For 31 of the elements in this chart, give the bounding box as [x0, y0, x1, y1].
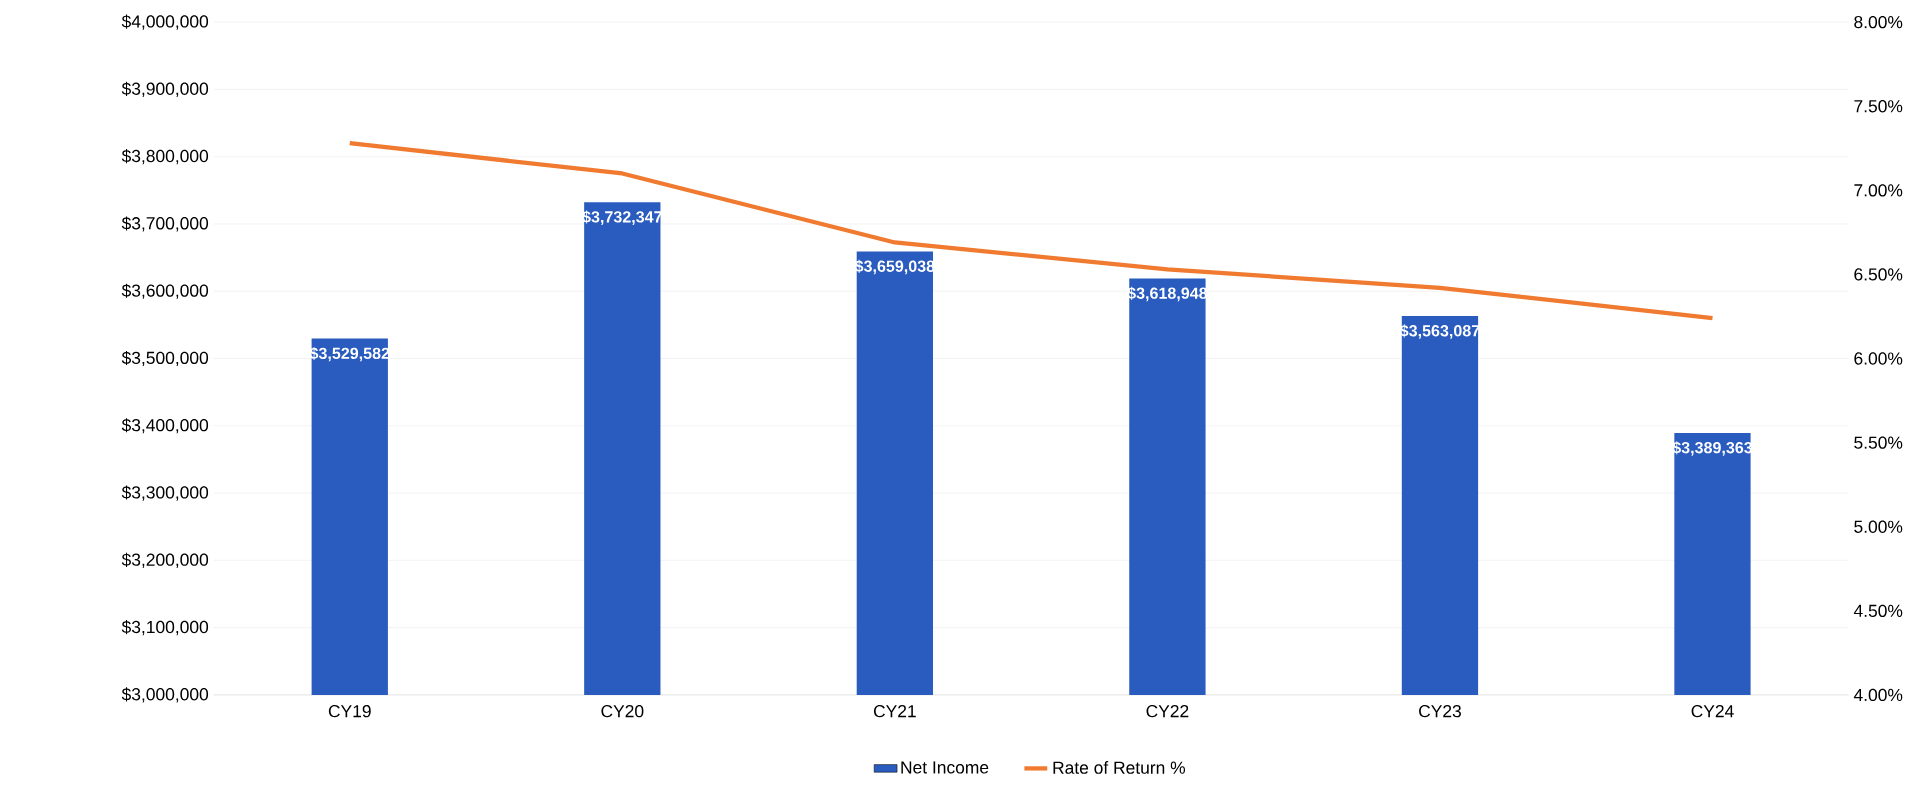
y2-tick-label: 4.50%: [1853, 604, 1903, 617]
y-tick-label: $3,700,000: [121, 216, 209, 232]
y-tick-label: $3,900,000: [121, 81, 209, 97]
x-tick-label: CY23: [1419, 704, 1461, 718]
y-tick-label: $3,200,000: [121, 552, 209, 568]
y2-tick-label: 7.00%: [1854, 184, 1903, 197]
legend-label: Net Income: [901, 761, 989, 774]
x-tick-label: CY20: [601, 704, 644, 718]
y-tick-label: $4,000,000: [121, 14, 209, 30]
x-tick-label: CY21: [873, 704, 916, 718]
y2-tick-label: 4.00%: [1853, 688, 1903, 702]
y2-tick-label: 7.50%: [1854, 100, 1903, 113]
y2-tick-label: 6.00%: [1854, 352, 1903, 365]
y-tick-label: $3,300,000: [121, 485, 209, 501]
data-label: $3,389,363: [1672, 441, 1753, 456]
x-tick-label: CY22: [1146, 704, 1189, 718]
y-tick-label: $3,100,000: [121, 620, 209, 636]
y-tick-label: $3,500,000: [121, 350, 209, 367]
x-tick-label: CY19: [328, 704, 371, 718]
y2-tick-label: 5.50%: [1854, 436, 1903, 449]
y-tick-label: $3,800,000: [121, 149, 209, 165]
y2-tick-label: 6.50%: [1854, 268, 1903, 281]
x-tick-label: CY24: [1691, 704, 1734, 718]
line-series: [347, 141, 1715, 321]
y2-tick-label: 5.00%: [1854, 520, 1903, 533]
y-tick-label: $3,600,000: [121, 283, 209, 299]
legend-label: Rate of Return %: [1053, 761, 1186, 774]
data-label: $3,732,347: [582, 210, 662, 225]
y2-tick-label: 8.00%: [1854, 15, 1903, 29]
y-tick-label: $3,000,000: [121, 687, 209, 703]
y-tick-label: $3,400,000: [121, 418, 209, 434]
